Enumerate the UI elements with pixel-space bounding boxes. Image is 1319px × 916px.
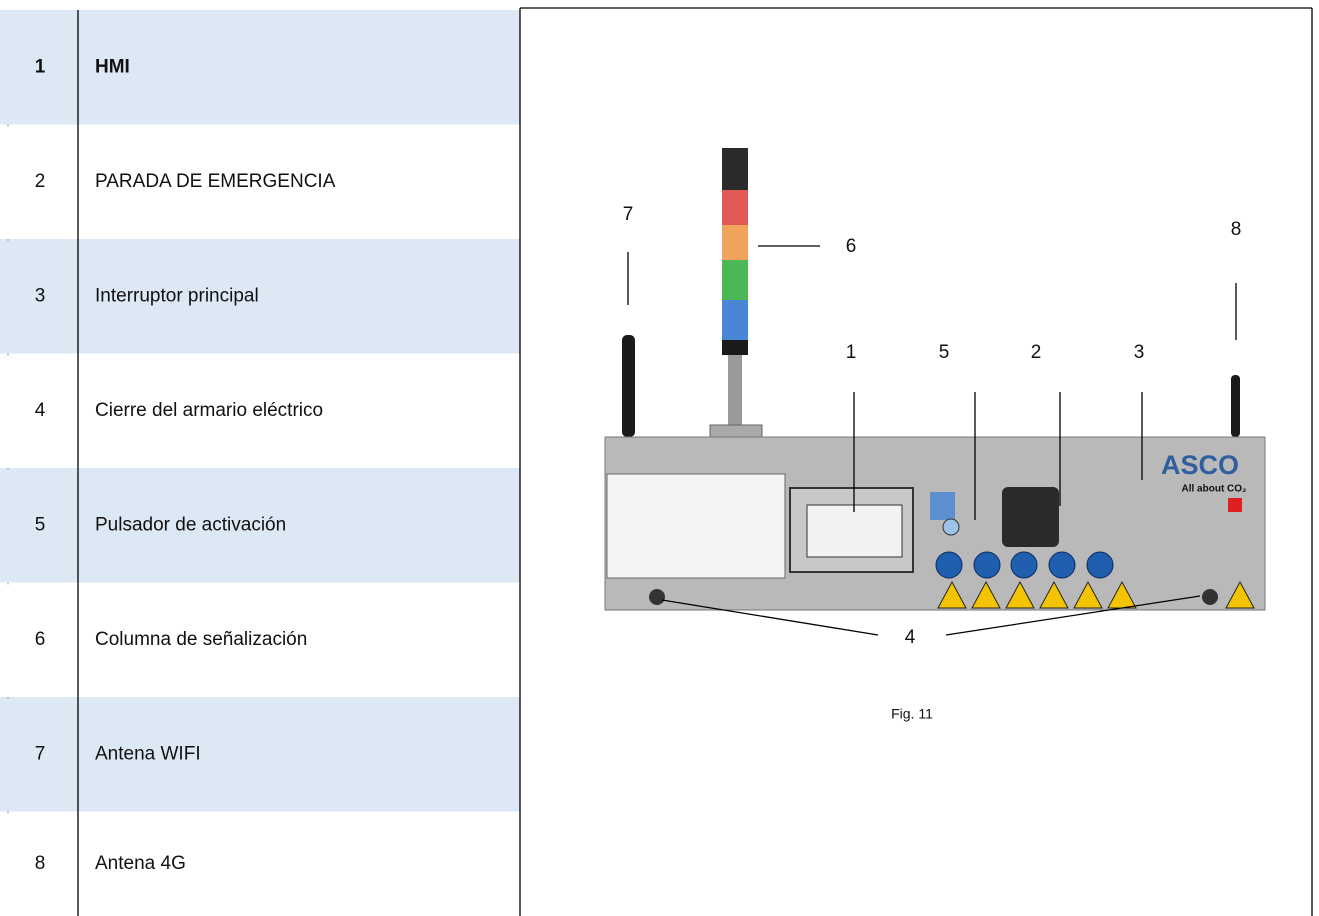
table-row: [0, 353, 520, 468]
row-label: PARADA DE EMERGENCIA: [95, 171, 336, 192]
activation-button: [942, 518, 960, 536]
table-row: [0, 697, 520, 812]
callout-label: 3: [1134, 342, 1145, 363]
table-row: [0, 811, 520, 916]
safety-sticker: [606, 473, 786, 579]
hmi-screen: [806, 504, 903, 558]
warning-icons: [937, 580, 1255, 609]
tagline: All about CO₂: [1182, 484, 1247, 495]
qr-code: [930, 492, 955, 520]
table-row: [0, 10, 520, 125]
row-label: Pulsador de activación: [95, 514, 286, 535]
signal-tower: [709, 148, 763, 438]
table-row: [0, 239, 520, 354]
cabinet-lock: [649, 589, 665, 605]
wifi-antenna: [622, 335, 635, 437]
callouts: 1 2 3 4 5 6 7 8: [623, 204, 1242, 648]
callout-label: 6: [846, 236, 857, 257]
row-label: Antena WIFI: [95, 743, 201, 764]
row-number: 2: [35, 171, 46, 192]
4g-antenna: [1231, 375, 1240, 437]
row-number: 4: [35, 400, 46, 421]
callout-label: 8: [1231, 219, 1242, 240]
callout-label: 5: [939, 342, 950, 363]
swiss-flag: [1228, 498, 1242, 512]
main-switch: [1002, 487, 1059, 547]
row-label: Cierre del armario eléctrico: [95, 400, 323, 421]
callout-label: 1: [846, 342, 857, 363]
table-row: [0, 582, 520, 697]
ppe-icons: [935, 551, 1114, 579]
row-number: 1: [35, 56, 46, 77]
callout-lines: [627, 245, 1237, 636]
logo: ASCO: [1161, 450, 1239, 480]
machine-drawing: ASCO All about CO₂: [604, 148, 1266, 611]
callout-label: 2: [1031, 342, 1042, 363]
row-label: Interruptor principal: [95, 285, 259, 306]
row-number: 3: [35, 285, 46, 306]
row-label: Antena 4G: [95, 853, 186, 874]
table-borders: [77, 7, 1313, 916]
table-row: [0, 124, 520, 239]
row-number: 7: [35, 743, 46, 764]
row-number: 8: [35, 853, 46, 874]
row-label: Columna de señalización: [95, 629, 307, 650]
callout-label: 4: [905, 627, 916, 648]
row-number: 5: [35, 514, 46, 535]
legend-table: 1 HMI 2 PARADA DE EMERGENCIA 3 Interruptor pr…: [0, 10, 520, 916]
figure-caption: Fig. 11: [891, 706, 933, 722]
callout-label: 7: [623, 204, 634, 225]
row-label: HMI: [95, 56, 130, 77]
table-row: [0, 468, 520, 583]
row-number: 6: [35, 629, 46, 650]
cabinet-lock: [1202, 589, 1218, 605]
